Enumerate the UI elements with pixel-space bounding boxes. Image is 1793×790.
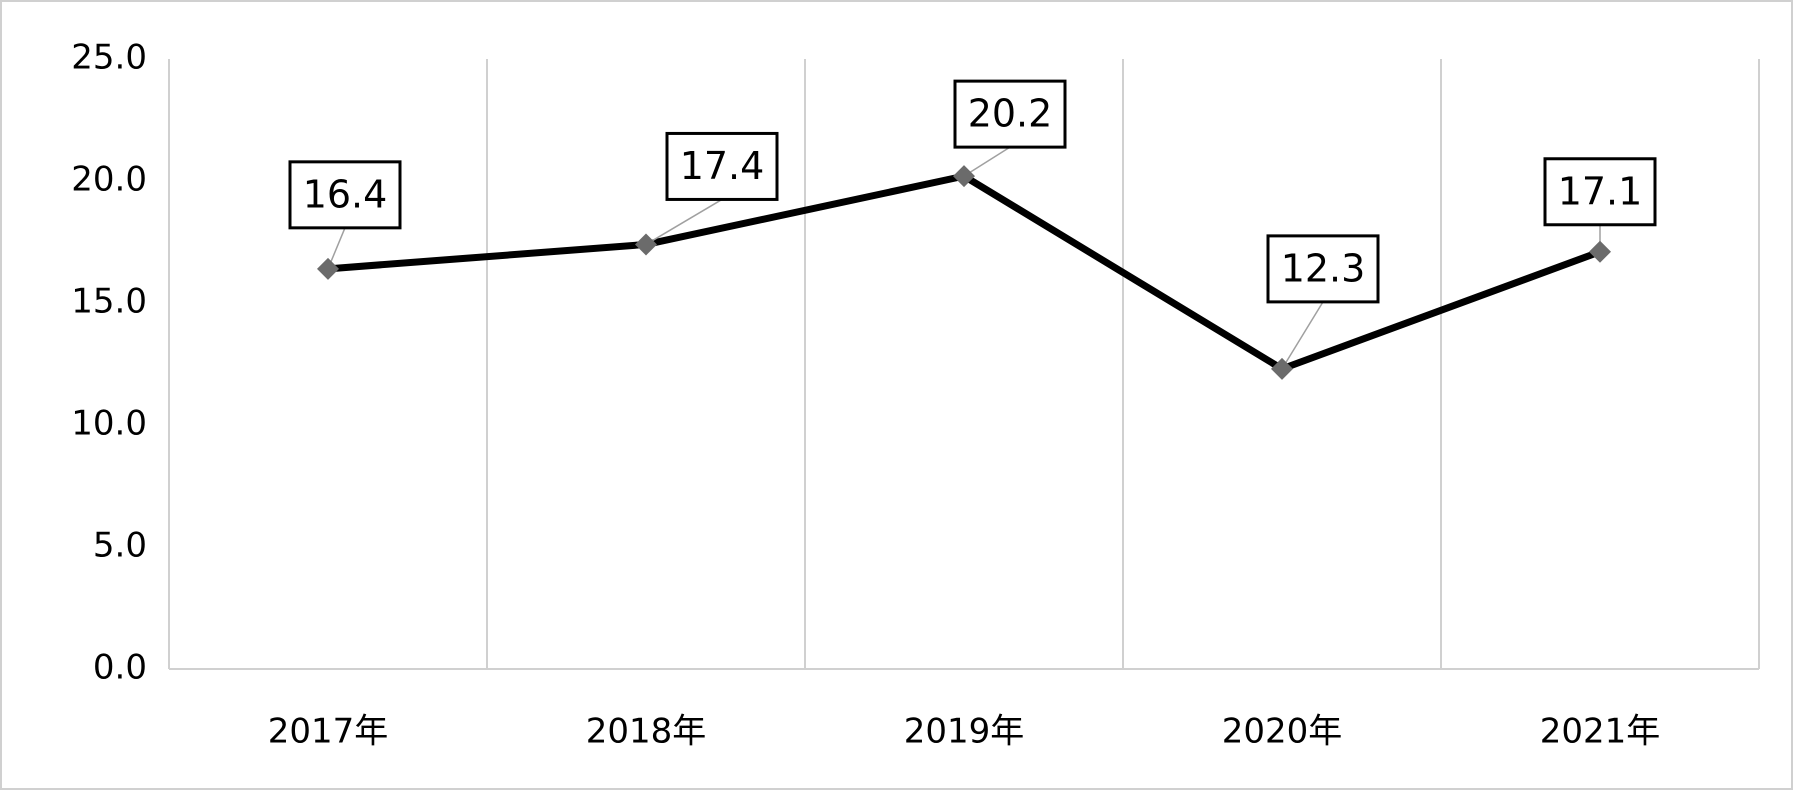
data-label: 17.1 [1558,169,1643,213]
y-tick-label: 25.0 [71,38,147,78]
x-tick-label: 2020年 [1222,712,1343,752]
data-label-box [1543,157,1657,227]
y-tick-label: 15.0 [71,282,147,322]
data-label-box [288,160,402,230]
x-tick-label: 2021年 [1540,712,1661,752]
leader-line [645,198,723,246]
x-tick-label: 2017年 [268,712,389,752]
y-tick-label: 5.0 [93,526,147,566]
data-label-box [953,79,1067,149]
y-tick-label: 0.0 [93,648,147,688]
data-label: 17.4 [680,144,765,188]
marker [953,165,975,188]
data-label: 20.2 [968,92,1053,136]
leader-line [1281,301,1324,370]
marker [317,257,339,280]
leader-line [963,146,1011,177]
data-label: 12.3 [1281,246,1366,290]
marker [1589,240,1611,263]
marker [635,233,657,256]
marker [1271,357,1293,380]
data-label: 16.4 [303,172,388,216]
x-tick-label: 2019年 [904,712,1025,752]
x-tick-label: 2018年 [586,712,707,752]
y-tick-label: 20.0 [71,160,147,200]
y-tick-label: 10.0 [71,404,147,444]
data-label-box [1266,234,1380,304]
data-label-box [665,131,779,201]
